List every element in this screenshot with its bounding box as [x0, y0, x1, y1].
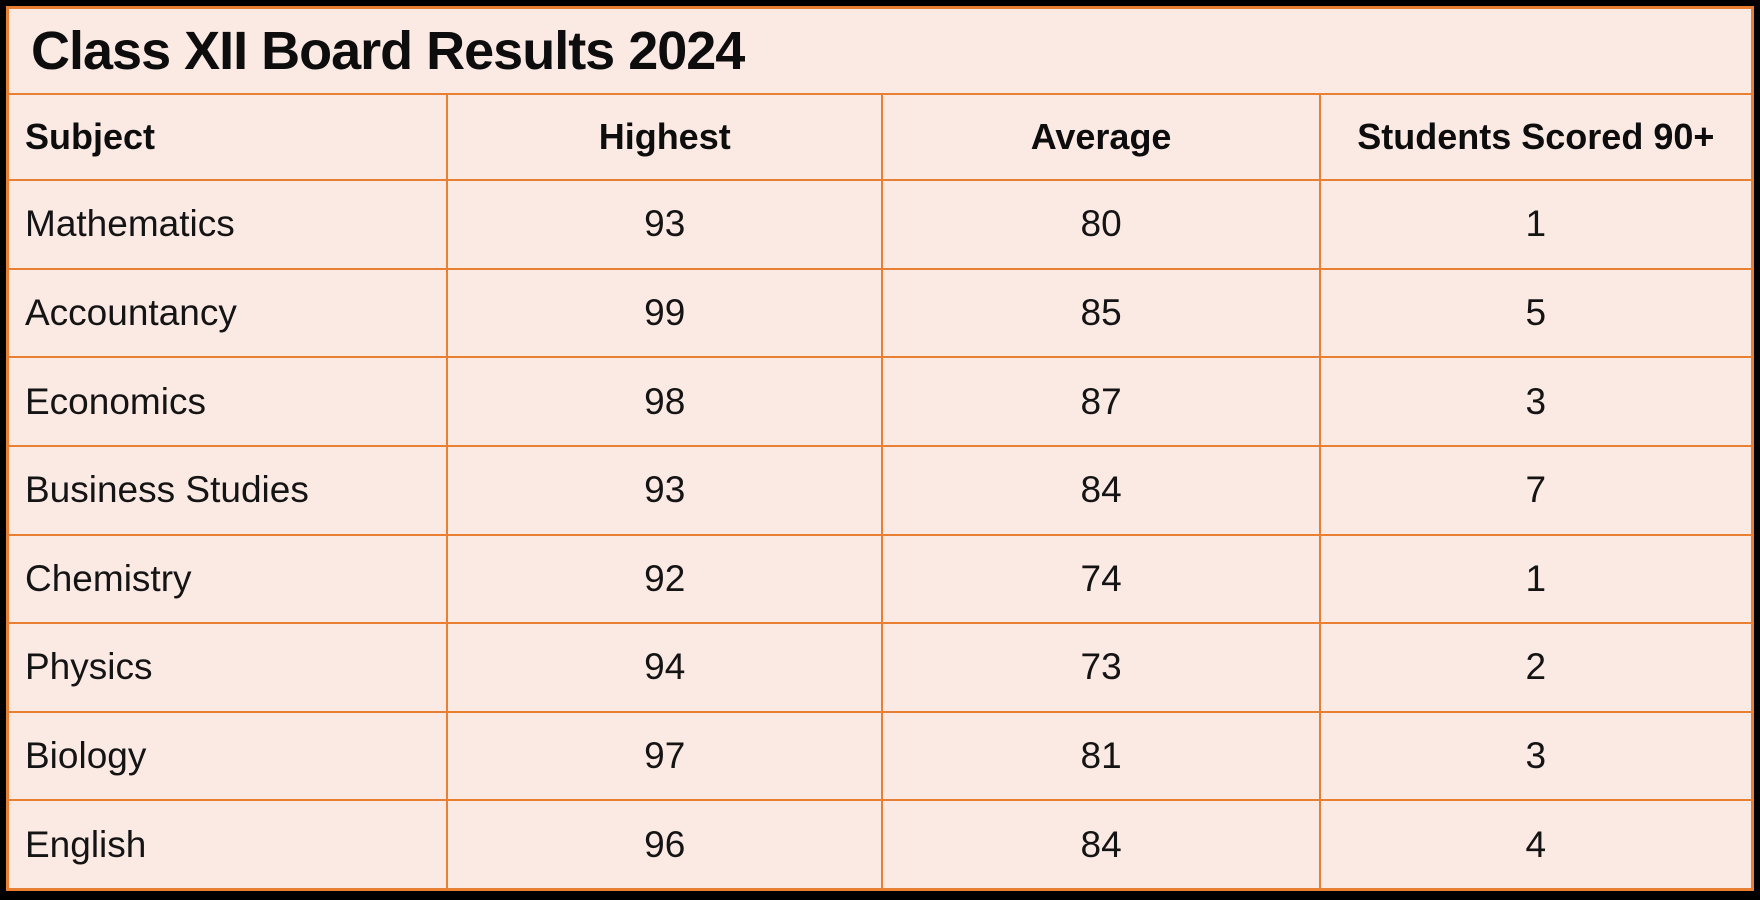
- header-cell-average: Average: [883, 95, 1321, 179]
- table-row: Accountancy 99 85 5: [9, 269, 1751, 359]
- header-cell-scored90: Students Scored 90+: [1357, 116, 1715, 157]
- cell-scored90: 3: [1525, 380, 1547, 422]
- cell-subject: Economics: [9, 358, 448, 445]
- table-row: Mathematics 93 80 1: [9, 181, 1751, 270]
- table-row: Biology 97 81 3: [9, 712, 1751, 802]
- cell-subject: Business Studies: [9, 446, 448, 534]
- header-cell-highest: Highest: [448, 95, 884, 179]
- cell-subject: Accountancy: [9, 269, 448, 357]
- cell-scored90: 3: [1525, 735, 1547, 777]
- cell-scored90: 2: [1525, 646, 1547, 688]
- title-row: Class XII Board Results 2024: [9, 9, 1751, 95]
- cell-highest: 98: [448, 358, 884, 445]
- cell-highest: 97: [448, 712, 884, 800]
- cell-subject: Physics: [9, 624, 448, 711]
- page-title: Class XII Board Results 2024: [31, 21, 745, 81]
- cell-scored90: 1: [1525, 557, 1547, 599]
- header-cell-subject: Subject: [9, 95, 448, 179]
- cell-highest: 94: [448, 624, 884, 711]
- table-row: Economics 98 87 3: [9, 358, 1751, 447]
- table-header-row: Subject Highest Average Students Scored …: [9, 95, 1751, 181]
- cell-scored90: 1: [1525, 203, 1547, 245]
- cell-average: 80: [883, 181, 1321, 268]
- cell-scored90: 4: [1525, 823, 1547, 865]
- table-row: English 96 84 4: [9, 801, 1751, 888]
- cell-subject: Biology: [9, 712, 448, 800]
- table-row: Chemistry 92 74 1: [9, 535, 1751, 625]
- cell-highest: 93: [448, 446, 884, 534]
- cell-highest: 92: [448, 535, 884, 623]
- cell-scored90: 7: [1525, 469, 1547, 511]
- cell-average: 84: [883, 446, 1321, 534]
- cell-highest: 99: [448, 269, 884, 357]
- results-table: Class XII Board Results 2024 Subject Hig…: [6, 6, 1754, 891]
- cell-average: 81: [883, 712, 1321, 800]
- cell-average: 87: [883, 358, 1321, 445]
- cell-highest: 96: [448, 801, 884, 888]
- cell-average: 74: [883, 535, 1321, 623]
- cell-subject: English: [9, 801, 448, 888]
- cell-highest: 93: [448, 181, 884, 268]
- cell-average: 73: [883, 624, 1321, 711]
- cell-average: 85: [883, 269, 1321, 357]
- table-row: Physics 94 73 2: [9, 624, 1751, 713]
- cell-subject: Chemistry: [9, 535, 448, 623]
- cell-scored90: 5: [1525, 291, 1547, 333]
- cell-average: 84: [883, 801, 1321, 888]
- table-row: Business Studies 93 84 7: [9, 446, 1751, 536]
- cell-subject: Mathematics: [9, 181, 448, 268]
